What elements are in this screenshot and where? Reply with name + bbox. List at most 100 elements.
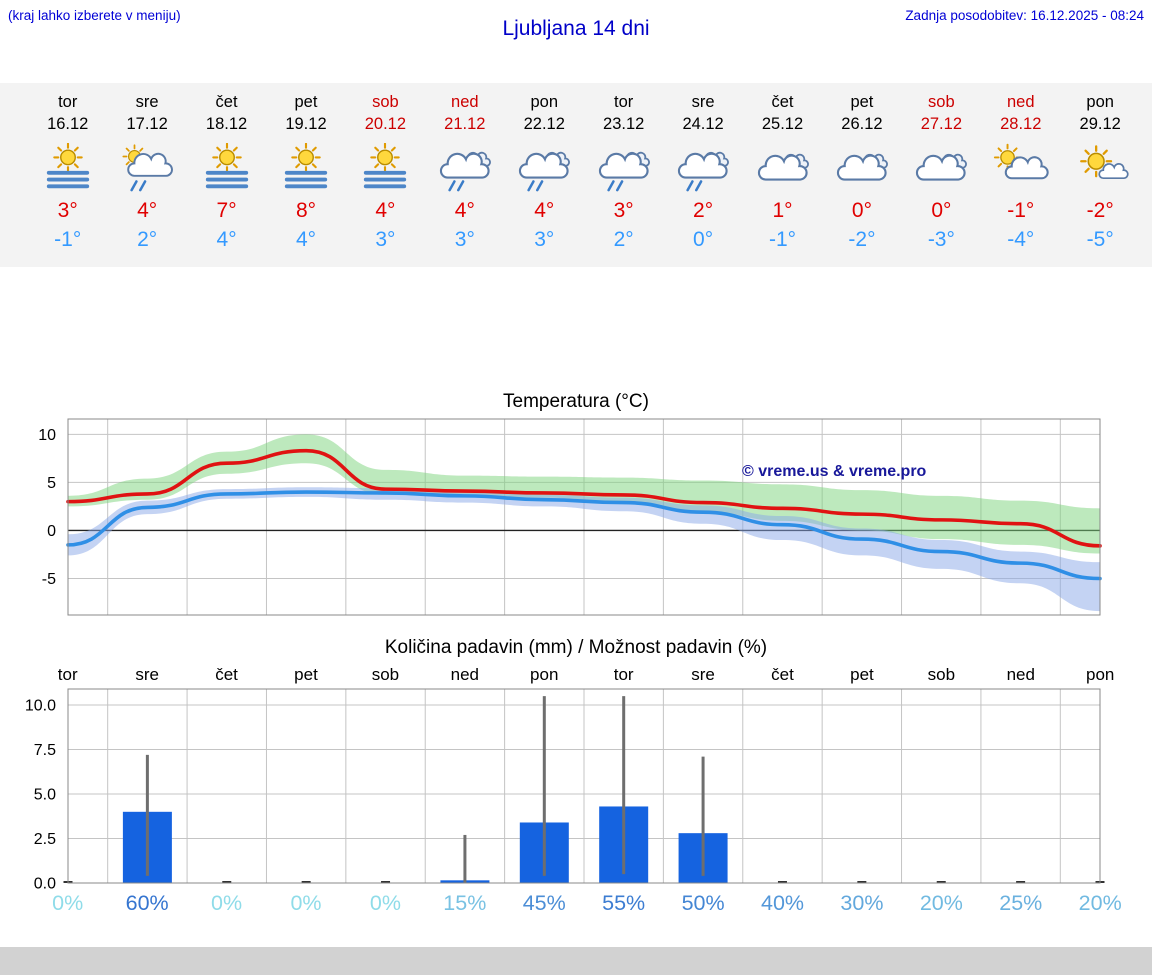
forecast-day-column: čet 25.12 1° -1° <box>743 92 822 252</box>
forecast-day-column: čet 18.12 7° 4° <box>187 92 266 252</box>
precip-day-label: sre <box>691 664 715 684</box>
high-temperature: 4° <box>137 198 158 222</box>
high-temperature: 2° <box>693 198 714 222</box>
sun-small-cloud-icon <box>1069 143 1131 193</box>
day-name: pet <box>850 93 874 111</box>
last-updated-text: Zadnja posodobitev: 16.12.2025 - 08:24 <box>905 8 1144 23</box>
precip-probability-value: 30% <box>840 890 884 915</box>
precip-day-label: sob <box>371 664 400 684</box>
forecast-day-column: pon 29.12 -2° -5° <box>1060 92 1139 252</box>
location-menu-hint[interactable]: (kraj lahko izberete v meniju) <box>8 8 181 23</box>
temperature-chart: 10 5 0 -5 © vreme.us & vreme.pro <box>38 418 1102 616</box>
day-date: 20.12 <box>364 114 407 133</box>
svg-text:7.5: 7.5 <box>34 742 56 759</box>
forecast-day-column: sob 27.12 0° -3° <box>902 92 981 252</box>
precip-probability-row: 0% 60% 0% 0% 0% 15% 45% 55% 50% 40% 30% 20% 25% 20% <box>28 891 1140 916</box>
day-name: pon <box>530 93 558 111</box>
high-temperature: -1° <box>1007 198 1035 222</box>
svg-text:0: 0 <box>47 522 56 539</box>
day-name: čet <box>771 93 794 111</box>
svg-text:2.5: 2.5 <box>34 831 56 848</box>
day-date: 26.12 <box>841 114 883 133</box>
forecast-day-column: sob 20.12 4° 3° <box>346 92 425 252</box>
day-name: ned <box>451 93 479 111</box>
temperature-section: Temperatura (°C) 10 5 0 -5 © vreme.us & vrem… <box>0 391 1152 623</box>
sun-fog-icon <box>354 143 416 193</box>
low-temperature: -3° <box>927 227 955 251</box>
high-temperature: 8° <box>295 198 317 222</box>
cloud-icon <box>831 143 893 193</box>
cloud-rain-icon <box>434 143 496 193</box>
precip-probability-value: 0% <box>290 890 322 915</box>
precip-day-labels-row: tor sre čet pet sob ned pon tor sre čet pet sob ned p… <box>28 665 1140 685</box>
low-temperature: 3° <box>454 227 475 251</box>
forecast-day-column: tor 23.12 3° 2° <box>584 92 663 252</box>
precip-day-label: sob <box>927 664 956 684</box>
weather-forecast-page: (kraj lahko izberete v meniju) Zadnja po… <box>0 8 1152 975</box>
precip-day-label: tor <box>613 664 634 684</box>
day-date: 24.12 <box>682 114 724 133</box>
high-temperature: 0° <box>931 198 952 222</box>
high-temperature: 3° <box>613 198 634 222</box>
precip-probability-value: 45% <box>522 890 566 915</box>
high-temperature: 4° <box>454 198 475 222</box>
svg-text:5: 5 <box>47 474 56 491</box>
cloud-icon <box>752 143 814 193</box>
high-temperature: 3° <box>57 198 78 222</box>
bottom-bar <box>0 947 1152 975</box>
forecast-day-column: sre 24.12 2° 0° <box>663 92 742 252</box>
low-temperature: 4° <box>216 227 237 251</box>
low-temperature: 3° <box>375 227 396 251</box>
precip-probability-value: 40% <box>760 890 805 915</box>
svg-text:-5: -5 <box>42 571 56 588</box>
low-temperature: -5° <box>1086 227 1114 251</box>
precip-probability-value: 15% <box>443 890 487 915</box>
day-name: sre <box>135 93 159 111</box>
forecast-day-column: pet 26.12 0° -2° <box>822 92 901 252</box>
cloud-rain-icon <box>593 143 655 193</box>
day-name: tor <box>58 93 78 111</box>
precip-day-label: ned <box>450 664 479 684</box>
precip-probability-value: 0% <box>211 890 243 915</box>
sun-cloud-icon <box>990 143 1052 193</box>
day-name: sob <box>372 93 399 111</box>
day-date: 17.12 <box>126 114 168 133</box>
precip-probability-value: 55% <box>602 890 646 915</box>
high-temperature: 4° <box>375 198 396 222</box>
day-date: 23.12 <box>603 114 645 133</box>
day-name: pet <box>294 93 318 111</box>
high-temperature: 1° <box>772 198 793 222</box>
precip-day-label: čet <box>771 664 794 684</box>
low-temperature: -1° <box>54 227 82 251</box>
precip-day-label: pon <box>1086 664 1115 684</box>
precip-probability-value: 20% <box>1078 890 1122 915</box>
day-name: sob <box>928 93 955 111</box>
precip-probability-value: 0% <box>52 890 84 915</box>
precip-day-label: sre <box>135 664 159 684</box>
precipitation-chart: 0.0 2.5 5.0 7.5 10.0 <box>25 688 1105 889</box>
precip-day-label: čet <box>215 664 238 684</box>
day-date: 25.12 <box>761 114 804 133</box>
cloud-rain-icon <box>672 143 734 193</box>
precip-probability-value: 0% <box>369 890 401 915</box>
day-name: sre <box>691 93 715 111</box>
low-temperature: 0° <box>693 227 714 251</box>
svg-text:0.0: 0.0 <box>34 875 56 889</box>
precip-day-label: pet <box>850 664 874 684</box>
high-temperature: 4° <box>534 198 555 222</box>
precip-day-label: pet <box>294 664 318 684</box>
forecast-day-column: tor 16.12 3° -1° <box>28 92 107 252</box>
low-temperature: 2° <box>613 227 634 251</box>
high-temperature: 7° <box>216 198 237 222</box>
precip-probability-value: 60% <box>125 890 169 915</box>
precip-day-label: ned <box>1006 664 1035 684</box>
cloud-icon <box>910 143 972 193</box>
day-date: 16.12 <box>47 114 89 133</box>
day-date: 28.12 <box>1000 114 1042 133</box>
high-temperature: -2° <box>1086 198 1114 222</box>
sun-cloud-shower-icon <box>116 143 178 193</box>
low-temperature: -2° <box>848 227 876 251</box>
day-name: čet <box>215 93 238 111</box>
forecast-day-column: ned 28.12 -1° -4° <box>981 92 1060 252</box>
day-date: 18.12 <box>205 114 248 133</box>
